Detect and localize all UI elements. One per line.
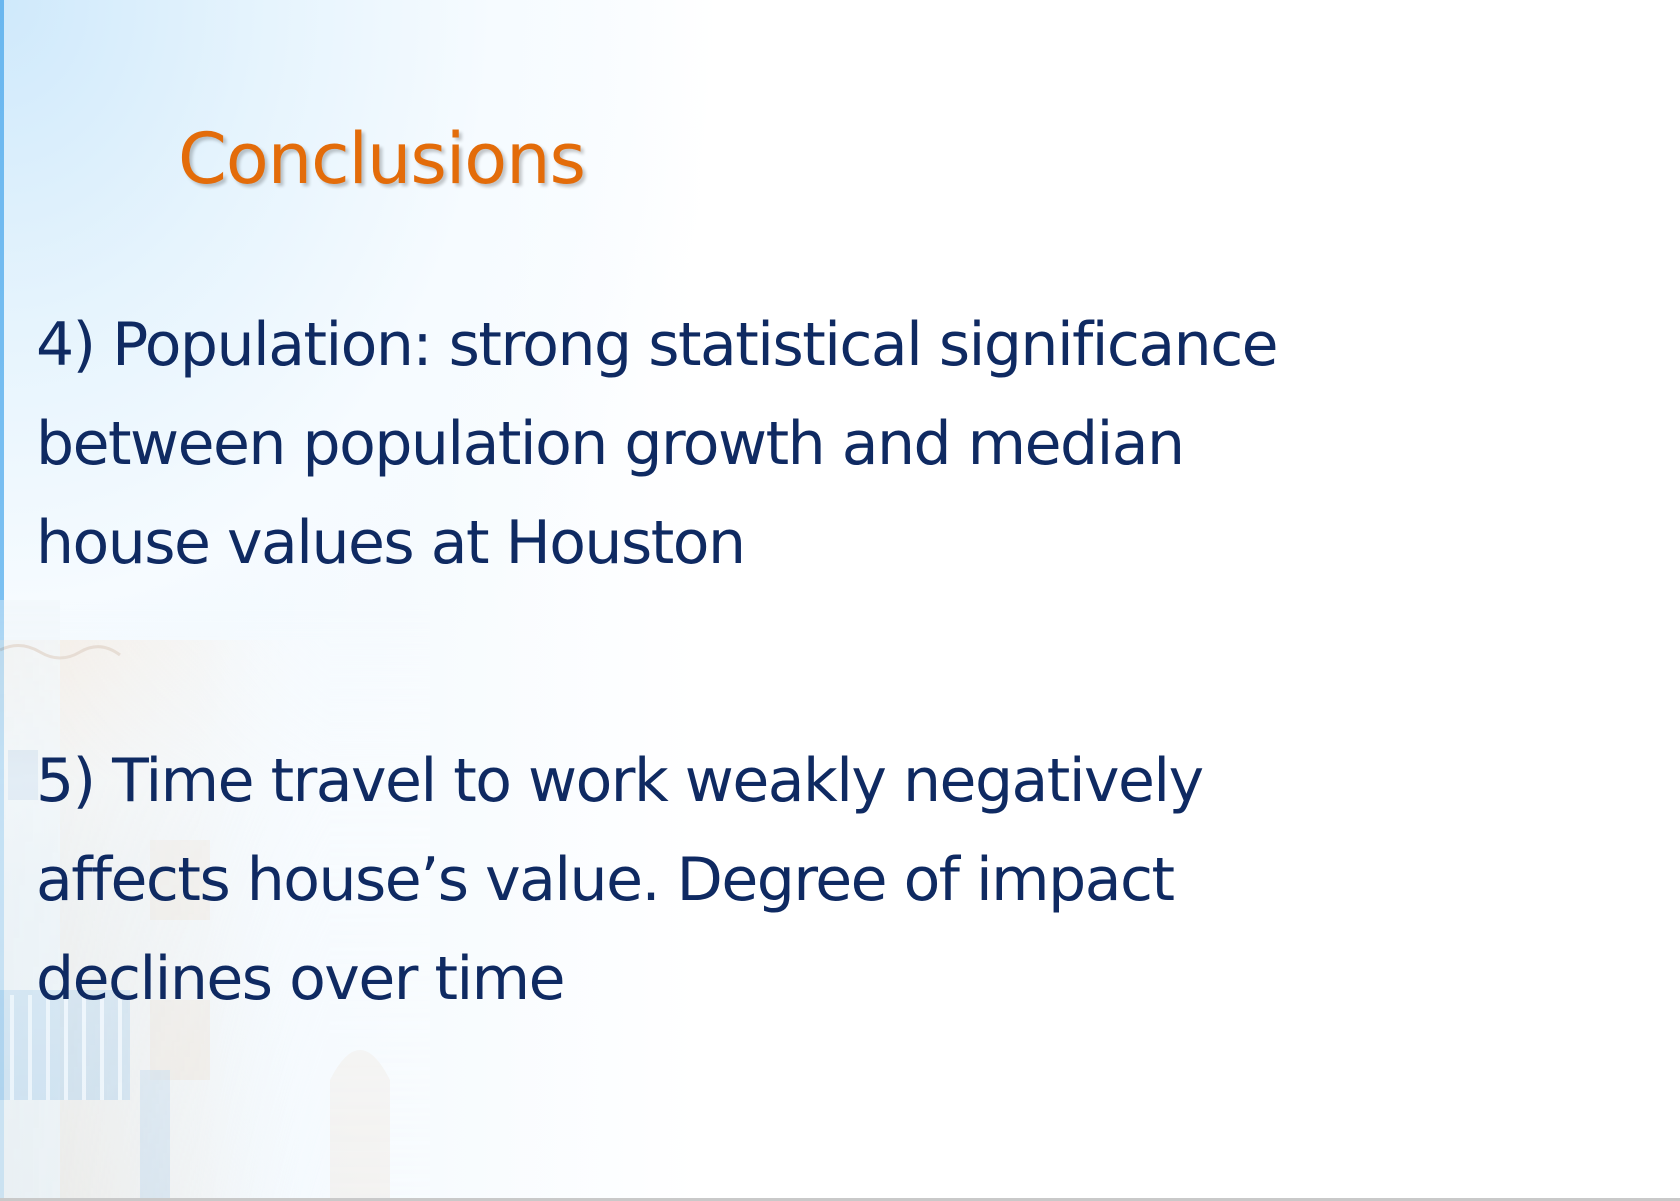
point-4-line-1: 4) Population: strong statistical signif… bbox=[36, 310, 1279, 380]
point-4-line-3: house values at Houston bbox=[36, 508, 746, 578]
slide-bottom-border bbox=[0, 1198, 1680, 1201]
point-5-line-3: declines over time bbox=[36, 944, 566, 1014]
point-5-line-1: 5) Time travel to work weakly negatively bbox=[36, 746, 1204, 816]
slide-title: Conclusions bbox=[178, 118, 586, 200]
conclusion-point-5: 5) Time travel to work weakly negatively… bbox=[36, 732, 1204, 1029]
point-4-line-2: between population growth and median bbox=[36, 409, 1185, 479]
background-building-image bbox=[0, 600, 430, 1201]
conclusion-point-4: 4) Population: strong statistical signif… bbox=[36, 296, 1279, 593]
point-5-line-2: affects house’s value. Degree of impact bbox=[36, 845, 1175, 915]
